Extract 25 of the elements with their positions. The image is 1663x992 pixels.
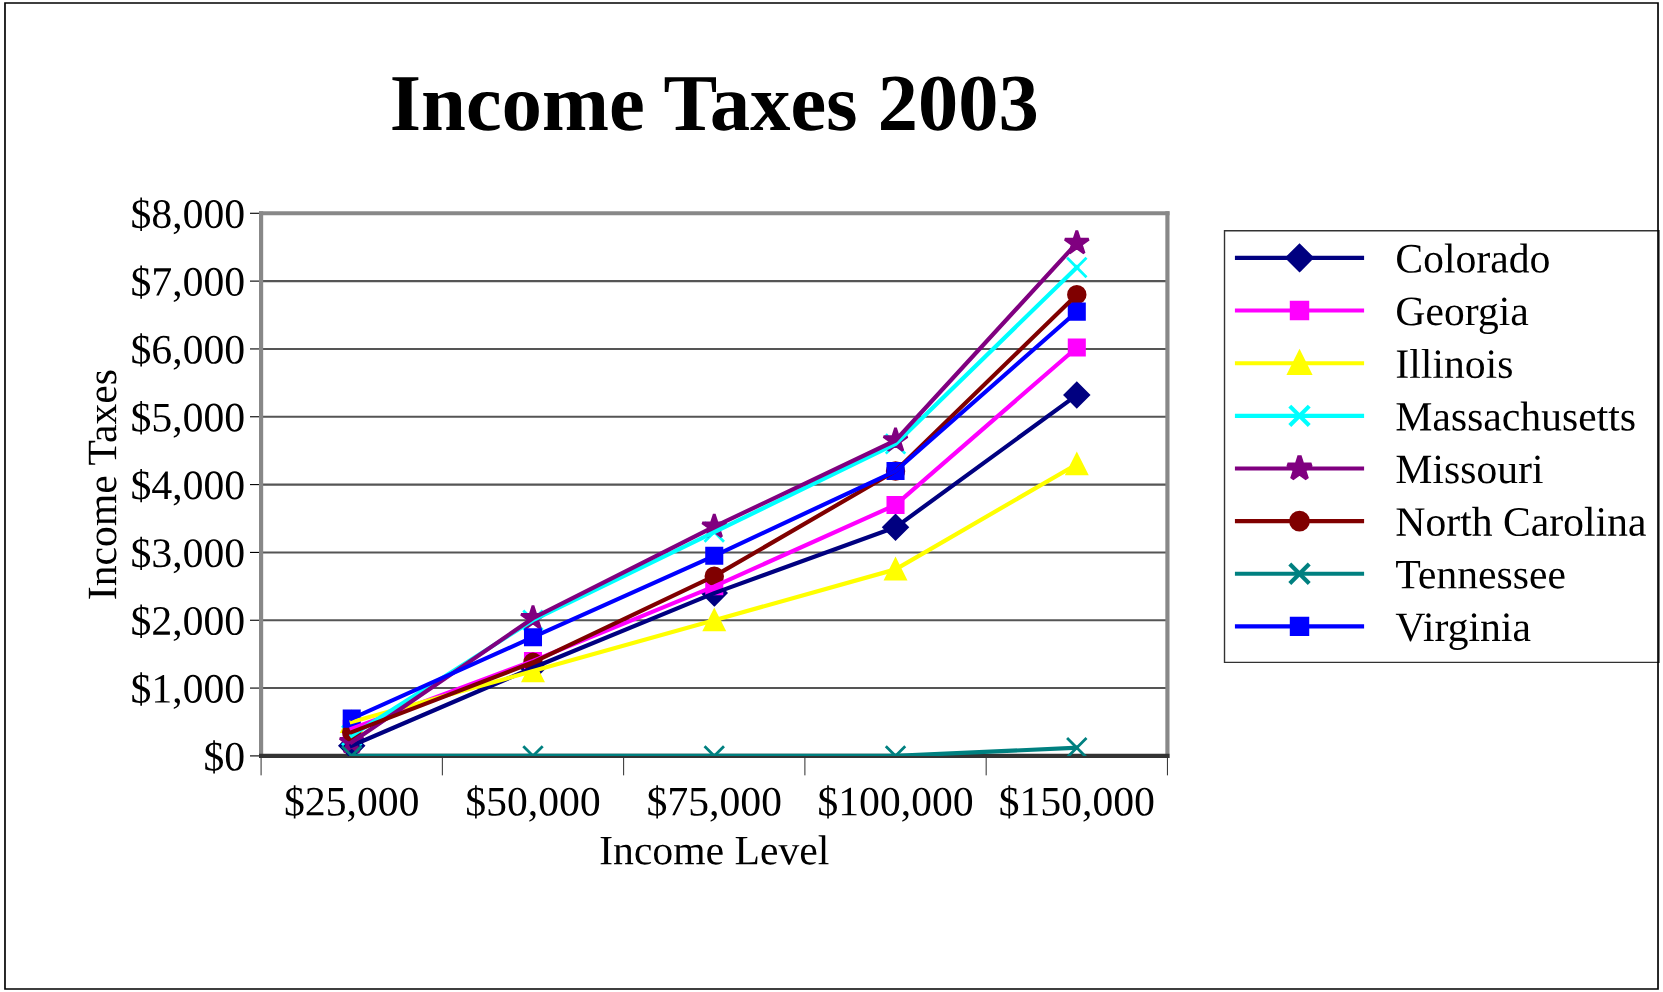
legend-label: Missouri bbox=[1396, 455, 1543, 484]
x-axis-title: Income Level bbox=[600, 835, 829, 865]
legend-label: Colorado bbox=[1397, 243, 1549, 273]
x-tick-label: $75,000 bbox=[648, 785, 781, 822]
x-tick-label: $150,000 bbox=[1000, 785, 1154, 822]
y-tick-label: $3,000 bbox=[132, 536, 244, 574]
chart-title: Income Taxes 2003 bbox=[392, 76, 1037, 131]
legend-label: Georgia bbox=[1397, 297, 1529, 335]
legend-label: Tennessee bbox=[1396, 561, 1565, 589]
legend-label: Illinois bbox=[1396, 348, 1512, 379]
y-tick-label: $2,000 bbox=[132, 604, 244, 642]
y-tick-label: $4,000 bbox=[132, 468, 244, 506]
y-tick-label: $1,000 bbox=[132, 672, 244, 709]
y-tick-label: $0 bbox=[205, 740, 244, 774]
y-axis-title: Income Taxes bbox=[88, 370, 117, 599]
y-tick-label: $8,000 bbox=[132, 197, 244, 235]
y-tick-label: $7,000 bbox=[132, 265, 244, 302]
x-tick-label: $50,000 bbox=[467, 785, 600, 822]
y-tick-label: $6,000 bbox=[132, 333, 244, 370]
y-tick-label: $5,000 bbox=[132, 401, 244, 438]
x-tick-label: $100,000 bbox=[819, 785, 973, 822]
legend-label: Virginia bbox=[1395, 613, 1531, 650]
legend-label: North Carolina bbox=[1396, 506, 1646, 537]
legend-label: Massachusetts bbox=[1396, 401, 1635, 431]
x-tick-label: $25,000 bbox=[285, 785, 418, 822]
